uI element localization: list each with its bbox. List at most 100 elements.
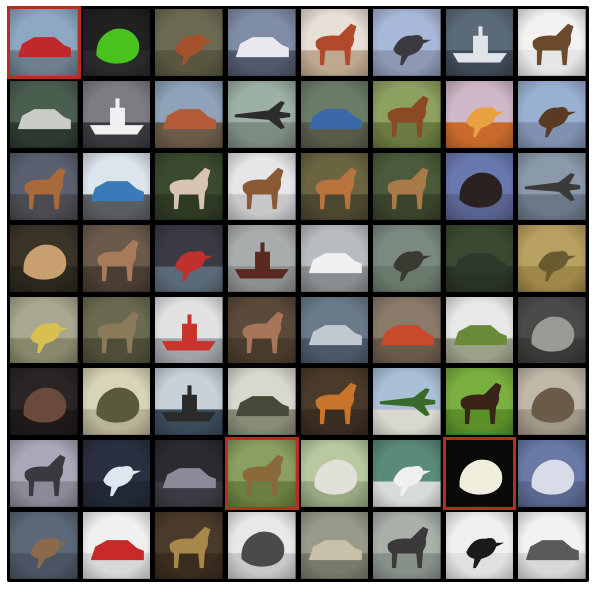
grid-image-horse: [155, 152, 223, 220]
grid-image-truck: [227, 9, 296, 76]
grid-image-bird: [373, 9, 441, 76]
grid-image-cat: [518, 296, 586, 364]
grid-image-truck: [373, 296, 441, 364]
image-grid: [7, 6, 586, 579]
grid-image-car: [300, 80, 369, 148]
sample-thumbnail: [10, 440, 78, 508]
sample-thumbnail: [300, 80, 369, 148]
sample-thumbnail: [227, 152, 296, 220]
sample-thumbnail: [518, 296, 586, 364]
grid-image-red-car: [7, 6, 81, 79]
grid-image-truck: [227, 368, 296, 436]
grid-image-dog: [373, 512, 441, 579]
sample-thumbnail: [10, 80, 78, 148]
sample-thumbnail: [518, 368, 586, 436]
grid-image-bird: [518, 80, 586, 148]
grid-image-plane: [373, 368, 441, 436]
sample-thumbnail: [518, 440, 586, 508]
sample-thumbnail: [445, 512, 514, 579]
sample-thumbnail: [445, 368, 514, 436]
sample-thumbnail: [155, 9, 223, 76]
grid-image-ship: [227, 224, 296, 292]
sample-thumbnail: [227, 368, 296, 436]
grid-image-truck: [300, 296, 369, 364]
grid-image-truck: [445, 296, 514, 364]
grid-image-horse: [10, 152, 78, 220]
sample-thumbnail: [300, 440, 369, 508]
sample-thumbnail: [373, 80, 441, 148]
grid-image-car: [82, 512, 151, 579]
sample-thumbnail: [373, 9, 441, 76]
grid-image-deer: [155, 512, 223, 579]
grid-image-plane: [518, 152, 586, 220]
grid-image-deer: [300, 152, 369, 220]
sample-thumbnail: [155, 152, 223, 220]
grid-image-bird: [445, 80, 514, 148]
grid-image-plane: [227, 80, 296, 148]
sample-thumbnail: [227, 296, 296, 364]
sample-thumbnail: [82, 368, 151, 436]
sample-thumbnail: [82, 152, 151, 220]
grid-image-bird: [373, 440, 441, 508]
sample-thumbnail: [445, 9, 514, 76]
grid-image-car: [10, 80, 78, 148]
sample-thumbnail: [10, 9, 78, 76]
grid-image-bird: [518, 224, 586, 292]
sample-thumbnail: [82, 512, 151, 579]
grid-image-cat: [10, 368, 78, 436]
grid-image-dog: [227, 152, 296, 220]
grid-image-bird: [442, 437, 517, 511]
sample-thumbnail: [155, 224, 223, 292]
sample-thumbnail: [518, 224, 586, 292]
grid-image-deer: [373, 152, 441, 220]
sample-thumbnail: [373, 440, 441, 508]
sample-thumbnail: [10, 512, 78, 579]
grid-image-horse: [300, 9, 369, 76]
sample-thumbnail: [373, 512, 441, 579]
grid-image-car: [300, 512, 369, 579]
sample-thumbnail: [155, 80, 223, 148]
sample-thumbnail: [82, 9, 151, 76]
sample-thumbnail: [82, 80, 151, 148]
grid-image-dog: [518, 9, 586, 76]
grid-image-ship: [155, 368, 223, 436]
grid-image-frog: [518, 440, 586, 508]
grid-image-frog: [82, 368, 151, 436]
grid-image-ship: [155, 296, 223, 364]
grid-image-deer: [227, 296, 296, 364]
sample-thumbnail: [300, 368, 369, 436]
grid-image-car: [445, 224, 514, 292]
grid-image-deer: [10, 440, 78, 508]
sample-thumbnail: [373, 296, 441, 364]
grid-image-truck: [82, 152, 151, 220]
sample-thumbnail: [445, 296, 514, 364]
sample-thumbnail: [300, 512, 369, 579]
sample-thumbnail: [300, 9, 369, 76]
grid-image-deer: [82, 224, 151, 292]
grid-image-cat: [518, 368, 586, 436]
grid-image-cat: [10, 224, 78, 292]
sample-thumbnail: [300, 152, 369, 220]
sample-thumbnail: [518, 80, 586, 148]
sample-thumbnail: [10, 224, 78, 292]
grid-image-truck: [300, 224, 369, 292]
grid-image-bird: [373, 224, 441, 292]
sample-thumbnail: [155, 296, 223, 364]
grid-image-bird: [10, 296, 78, 364]
sample-thumbnail: [10, 368, 78, 436]
sample-thumbnail: [300, 296, 369, 364]
grid-image-dog: [300, 440, 369, 508]
grid-image-ship: [82, 80, 151, 148]
grid-image-truck: [155, 80, 223, 148]
grid-image-truck: [155, 440, 223, 508]
grid-image-bird: [445, 512, 514, 579]
sample-thumbnail: [373, 224, 441, 292]
sample-thumbnail: [373, 368, 441, 436]
sample-thumbnail: [445, 440, 514, 508]
grid-image-bird: [155, 224, 223, 292]
sample-thumbnail: [445, 224, 514, 292]
grid-image-horse: [445, 368, 514, 436]
sample-thumbnail: [82, 440, 151, 508]
sample-thumbnail: [155, 440, 223, 508]
grid-image-bird: [445, 152, 514, 220]
